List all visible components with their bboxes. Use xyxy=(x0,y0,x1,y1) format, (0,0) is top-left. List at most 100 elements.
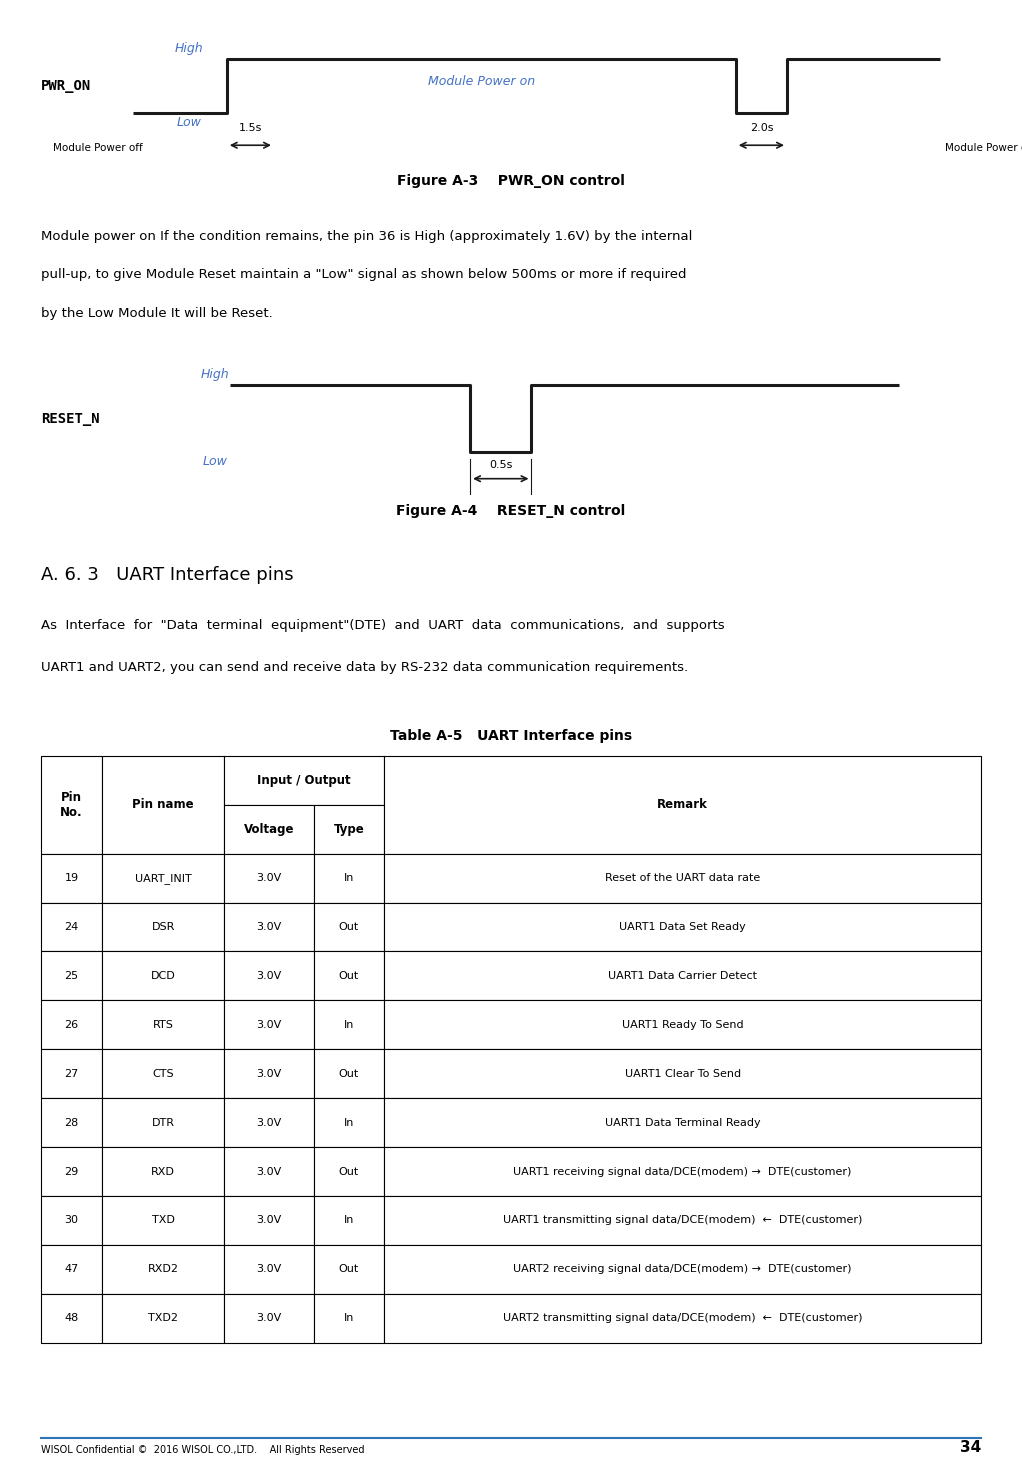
Text: DTR: DTR xyxy=(151,1117,175,1128)
FancyBboxPatch shape xyxy=(102,903,224,951)
Text: 34: 34 xyxy=(960,1441,981,1455)
Text: Module Power on: Module Power on xyxy=(428,76,535,87)
Text: In: In xyxy=(343,1020,354,1030)
Text: Remark: Remark xyxy=(657,799,708,811)
Text: 27: 27 xyxy=(64,1069,79,1079)
Text: Pin name: Pin name xyxy=(132,799,194,811)
Text: In: In xyxy=(343,1313,354,1323)
Text: Out: Out xyxy=(338,1166,359,1177)
FancyBboxPatch shape xyxy=(224,805,314,854)
Text: UART1 receiving signal data/DCE(modem) →  DTE(customer): UART1 receiving signal data/DCE(modem) →… xyxy=(513,1166,851,1177)
Text: Table A-5   UART Interface pins: Table A-5 UART Interface pins xyxy=(390,729,632,742)
Text: Out: Out xyxy=(338,922,359,932)
FancyBboxPatch shape xyxy=(41,1245,102,1294)
FancyBboxPatch shape xyxy=(41,1147,102,1196)
Text: Module Power off: Module Power off xyxy=(53,144,143,153)
Text: Type: Type xyxy=(333,823,364,836)
Text: In: In xyxy=(343,1117,354,1128)
FancyBboxPatch shape xyxy=(102,1098,224,1147)
Text: Reset of the UART data rate: Reset of the UART data rate xyxy=(605,873,760,883)
FancyBboxPatch shape xyxy=(224,756,384,805)
FancyBboxPatch shape xyxy=(102,1294,224,1343)
Text: Input / Output: Input / Output xyxy=(258,774,351,787)
FancyBboxPatch shape xyxy=(41,756,102,854)
FancyBboxPatch shape xyxy=(41,1196,102,1245)
Text: 3.0V: 3.0V xyxy=(257,971,281,981)
Text: 3.0V: 3.0V xyxy=(257,1215,281,1226)
Text: Voltage: Voltage xyxy=(243,823,294,836)
Text: 47: 47 xyxy=(64,1264,79,1275)
FancyBboxPatch shape xyxy=(41,1294,102,1343)
Text: RTS: RTS xyxy=(152,1020,174,1030)
Text: RESET_N: RESET_N xyxy=(41,412,99,425)
FancyBboxPatch shape xyxy=(102,756,224,854)
FancyBboxPatch shape xyxy=(384,1098,981,1147)
Text: 3.0V: 3.0V xyxy=(257,1264,281,1275)
Text: 0.5s: 0.5s xyxy=(490,459,512,470)
FancyBboxPatch shape xyxy=(314,1000,384,1049)
FancyBboxPatch shape xyxy=(384,756,981,854)
Text: RXD2: RXD2 xyxy=(147,1264,179,1275)
Text: 26: 26 xyxy=(64,1020,79,1030)
FancyBboxPatch shape xyxy=(102,1000,224,1049)
Text: 3.0V: 3.0V xyxy=(257,1166,281,1177)
Text: Figure A-4    RESET_N control: Figure A-4 RESET_N control xyxy=(397,504,625,519)
FancyBboxPatch shape xyxy=(384,1245,981,1294)
FancyBboxPatch shape xyxy=(384,1000,981,1049)
Text: UART1 and UART2, you can send and receive data by RS-232 data communication requ: UART1 and UART2, you can send and receiv… xyxy=(41,661,688,674)
FancyBboxPatch shape xyxy=(102,1049,224,1098)
FancyBboxPatch shape xyxy=(384,1049,981,1098)
Text: DSR: DSR xyxy=(151,922,175,932)
FancyBboxPatch shape xyxy=(314,1245,384,1294)
Text: Out: Out xyxy=(338,1069,359,1079)
Text: Out: Out xyxy=(338,971,359,981)
FancyBboxPatch shape xyxy=(314,805,384,854)
Text: A. 6. 3   UART Interface pins: A. 6. 3 UART Interface pins xyxy=(41,566,293,584)
FancyBboxPatch shape xyxy=(41,1000,102,1049)
Text: Module power on If the condition remains, the pin 36 is High (approximately 1.6V: Module power on If the condition remains… xyxy=(41,230,692,243)
FancyBboxPatch shape xyxy=(224,1098,314,1147)
FancyBboxPatch shape xyxy=(224,1147,314,1196)
Text: WISOL Confidential ©  2016 WISOL CO.,LTD.    All Rights Reserved: WISOL Confidential © 2016 WISOL CO.,LTD.… xyxy=(41,1445,365,1455)
Text: UART1 Clear To Send: UART1 Clear To Send xyxy=(624,1069,741,1079)
FancyBboxPatch shape xyxy=(102,854,224,903)
Text: Low: Low xyxy=(177,116,201,129)
FancyBboxPatch shape xyxy=(384,1196,981,1245)
Text: UART1 Ready To Send: UART1 Ready To Send xyxy=(621,1020,743,1030)
Text: UART1 Data Set Ready: UART1 Data Set Ready xyxy=(619,922,746,932)
Text: In: In xyxy=(343,873,354,883)
Text: Pin
No.: Pin No. xyxy=(60,791,83,818)
Text: PWR_ON: PWR_ON xyxy=(41,79,91,93)
Text: 28: 28 xyxy=(64,1117,79,1128)
Text: High: High xyxy=(200,368,229,381)
FancyBboxPatch shape xyxy=(314,1147,384,1196)
FancyBboxPatch shape xyxy=(384,903,981,951)
FancyBboxPatch shape xyxy=(384,854,981,903)
Text: 25: 25 xyxy=(64,971,79,981)
Text: 3.0V: 3.0V xyxy=(257,1069,281,1079)
FancyBboxPatch shape xyxy=(102,1147,224,1196)
FancyBboxPatch shape xyxy=(224,1196,314,1245)
Text: 29: 29 xyxy=(64,1166,79,1177)
FancyBboxPatch shape xyxy=(384,951,981,1000)
Text: UART2 transmitting signal data/DCE(modem)  ←  DTE(customer): UART2 transmitting signal data/DCE(modem… xyxy=(503,1313,863,1323)
FancyBboxPatch shape xyxy=(314,903,384,951)
FancyBboxPatch shape xyxy=(224,1294,314,1343)
Text: 48: 48 xyxy=(64,1313,79,1323)
FancyBboxPatch shape xyxy=(314,1049,384,1098)
FancyBboxPatch shape xyxy=(224,1245,314,1294)
FancyBboxPatch shape xyxy=(384,1147,981,1196)
Text: 19: 19 xyxy=(64,873,79,883)
Text: 30: 30 xyxy=(64,1215,79,1226)
FancyBboxPatch shape xyxy=(224,1000,314,1049)
Text: 1.5s: 1.5s xyxy=(239,123,262,133)
Text: Module Power off: Module Power off xyxy=(945,144,1022,153)
FancyBboxPatch shape xyxy=(224,903,314,951)
Text: by the Low Module It will be Reset.: by the Low Module It will be Reset. xyxy=(41,307,273,320)
Text: RXD: RXD xyxy=(151,1166,175,1177)
Text: UART1 Data Terminal Ready: UART1 Data Terminal Ready xyxy=(605,1117,760,1128)
Text: pull-up, to give Module Reset maintain a "Low" signal as shown below 500ms or mo: pull-up, to give Module Reset maintain a… xyxy=(41,268,687,282)
Text: As  Interface  for  "Data  terminal  equipment"(DTE)  and  UART  data  communica: As Interface for "Data terminal equipmen… xyxy=(41,619,725,633)
FancyBboxPatch shape xyxy=(314,854,384,903)
Text: Low: Low xyxy=(202,455,227,468)
